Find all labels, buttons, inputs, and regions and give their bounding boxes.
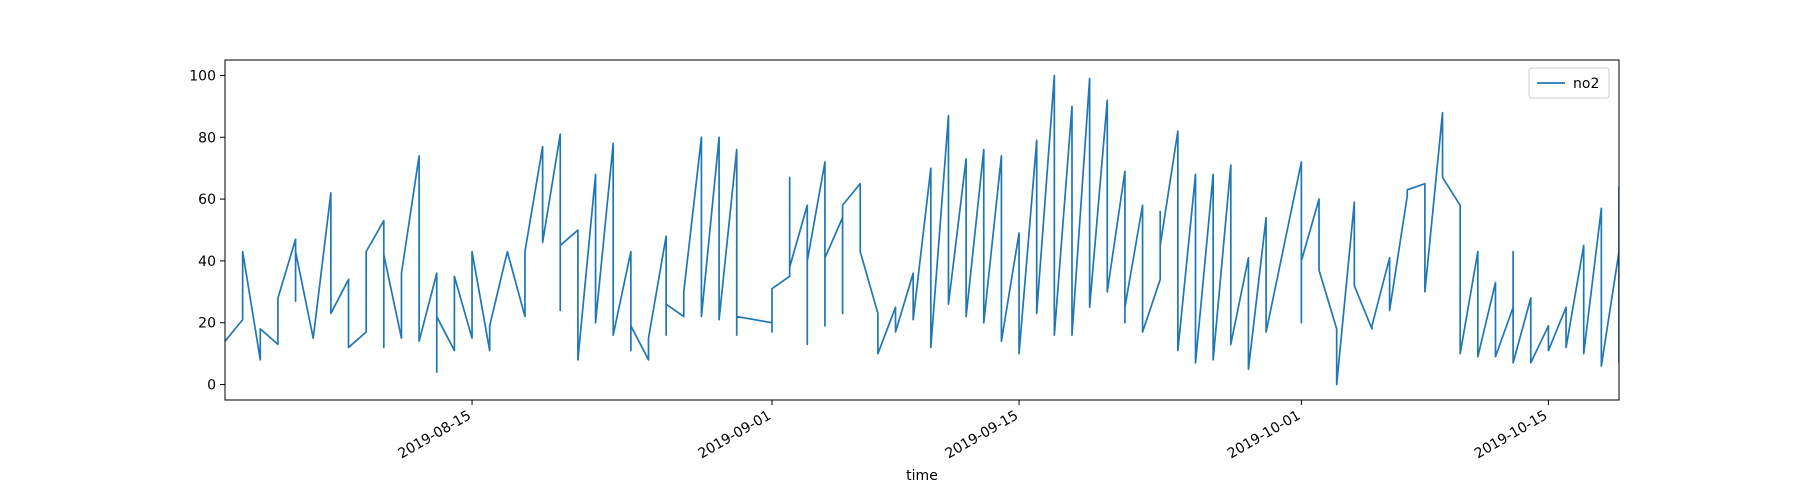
x-tick-label: 2019-09-01: [696, 408, 774, 463]
y-tick-label: 100: [189, 68, 216, 84]
x-tick-label: 2019-10-01: [1225, 408, 1303, 463]
x-axis-label: time: [906, 468, 938, 484]
data-line: [225, 74, 1619, 386]
y-tick-label: 20: [198, 316, 216, 332]
x-tick-label: 2019-09-15: [943, 408, 1021, 463]
legend-box: [1528, 67, 1610, 99]
y-tick-label: 40: [198, 254, 216, 270]
y-tick-label: 0: [207, 378, 216, 394]
y-tick-label: 80: [198, 130, 216, 146]
x-tick-label: 2019-08-15: [396, 408, 474, 463]
y-tick-label: 60: [198, 192, 216, 208]
plot-frame: [224, 59, 1620, 401]
legend-label: no2: [1573, 76, 1599, 92]
x-tick-label: 2019-10-15: [1472, 408, 1550, 463]
